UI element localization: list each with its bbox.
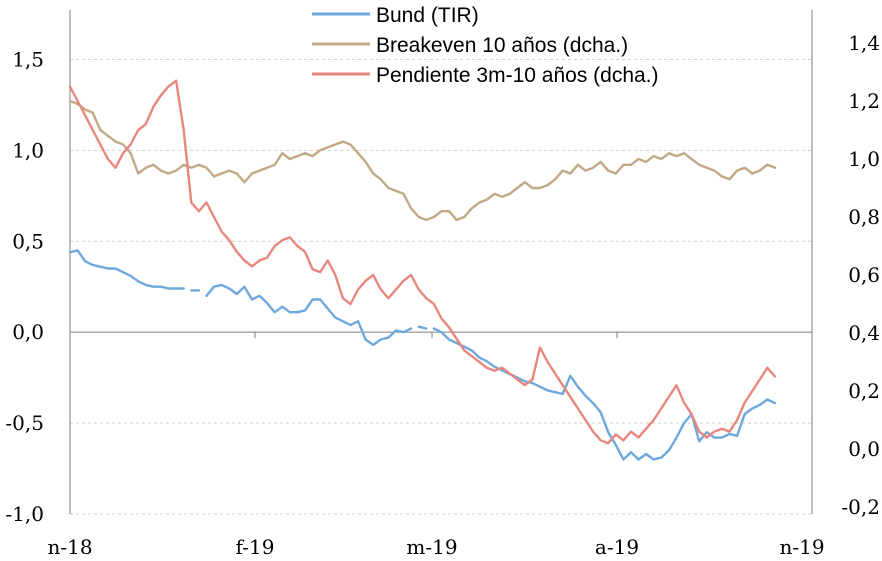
y-left-tick-label: 1,0 [12, 138, 44, 162]
gridlines [70, 58, 812, 515]
y-left-tick-label: 0,0 [12, 320, 44, 344]
y-right-tick-label: -0,2 [841, 495, 880, 519]
y-left-tick-label: 0,5 [12, 229, 44, 253]
y-left-tick-label: -0,5 [5, 411, 44, 435]
x-tick-label: m-19 [406, 535, 457, 559]
x-tick-label: a-19 [595, 535, 639, 559]
y-right-tick-label: 0,0 [848, 437, 880, 461]
y-right-tick-label: 0,4 [848, 321, 880, 345]
x-tick-label: n-18 [47, 535, 92, 559]
y-left-tick-label: 1,5 [12, 47, 44, 71]
series-line-pendiente [68, 79, 777, 445]
series-line-bund [417, 325, 428, 330]
series-lines [68, 79, 777, 461]
y-right-tick-label: 1,0 [848, 147, 880, 171]
y-left-tick-label: -1,0 [5, 502, 44, 526]
y-right-tick-label: 0,2 [848, 379, 880, 403]
series-line-breakeven [68, 99, 777, 222]
series-line-bund [432, 327, 777, 461]
legend: Bund (TIR) Breakeven 10 años (dcha.) Pendi… [312, 4, 659, 87]
legend-label-bund: Bund (TIR) [376, 4, 479, 27]
y-right-tick-label: 1,2 [848, 89, 880, 113]
series-line-bund [205, 283, 413, 347]
y-right-tick-label: 0,8 [848, 205, 880, 229]
x-tick-label: f-19 [236, 535, 275, 559]
legend-label-breakeven: Breakeven 10 años (dcha.) [376, 34, 628, 57]
y-right-tick-label: 1,4 [848, 31, 880, 55]
y-right-tick-label: 0,6 [848, 263, 880, 287]
tick-labels: -1,0 -0,5 0,0 0,5 1,0 1,5 -0,2 0,0 0,2 0,4 0,6 0,8 1… [5, 31, 880, 559]
x-tick-label: n-19 [779, 535, 824, 559]
series-line-bund [68, 249, 185, 290]
legend-label-pendiente: Pendiente 3m-10 años (dcha.) [376, 64, 659, 87]
